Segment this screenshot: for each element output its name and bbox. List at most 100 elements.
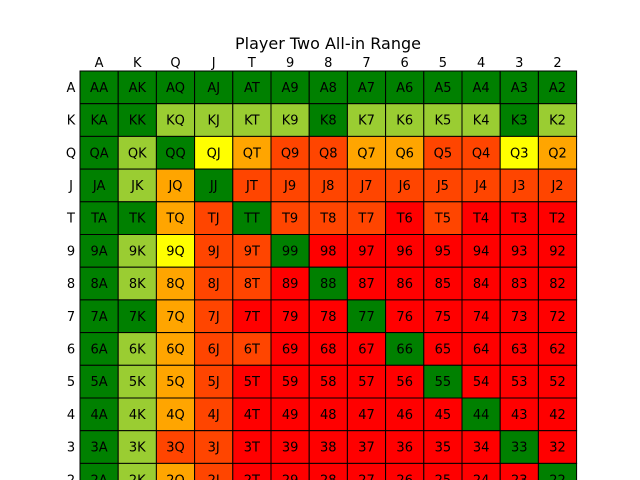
heatmap-cell <box>308 201 348 236</box>
heatmap-cell <box>117 234 157 268</box>
heatmap-cell-label: 6A <box>91 342 108 357</box>
heatmap-cell-label: 47 <box>358 408 375 423</box>
heatmap-cell <box>194 430 234 464</box>
heatmap-cell-label: J9 <box>283 179 296 194</box>
heatmap-cell-label: TK <box>128 212 146 227</box>
column-tick-label: 4 <box>477 56 485 71</box>
heatmap-cell-label: 9Q <box>166 244 185 259</box>
heatmap-cell <box>385 168 425 203</box>
heatmap-cell-label: 79 <box>282 310 299 325</box>
heatmap-cell <box>461 332 501 366</box>
heatmap-cell-label: 62 <box>549 342 566 357</box>
heatmap-cell-label: 24 <box>473 473 490 480</box>
row-tick-label: 3 <box>67 441 75 456</box>
heatmap-cell <box>270 299 310 334</box>
heatmap-cell-label: QK <box>128 146 147 161</box>
heatmap-cell <box>346 430 387 464</box>
heatmap-cell-label: KA <box>90 114 107 129</box>
column-tick-label: 7 <box>362 56 370 71</box>
heatmap-cell-label: J3 <box>512 179 525 194</box>
heatmap-cell-label: AQ <box>166 81 185 96</box>
heatmap-cells: AA AK AQ AJ AT A9 A8 A7 A6 A5 A4 A3 A2 KA KK KQ KJ KT K9 K8… <box>79 70 578 480</box>
heatmap-cell-label: QJ <box>207 146 221 161</box>
row-tick-label: 2 <box>67 473 75 480</box>
heatmap-cell-label: 33 <box>511 441 528 456</box>
column-tick-label: A <box>95 56 104 71</box>
heatmap-cell-label: 86 <box>396 277 413 292</box>
heatmap-cell-label: J4 <box>474 179 487 194</box>
heatmap-cell-label: 55 <box>435 375 452 390</box>
column-tick-label: J <box>211 56 216 71</box>
heatmap-cell-label: T7 <box>357 212 374 227</box>
heatmap-cell <box>194 364 234 399</box>
heatmap-cell-label: A7 <box>358 81 375 96</box>
heatmap-cell <box>461 234 501 268</box>
heatmap-cell-label: T8 <box>319 212 336 227</box>
heatmap-cell <box>232 430 272 464</box>
heatmap-cell-label: QQ <box>165 146 185 161</box>
heatmap-cell <box>155 234 196 268</box>
heatmap-cell-label: 97 <box>358 244 375 259</box>
heatmap-cell <box>308 299 348 334</box>
heatmap-cell <box>385 364 425 399</box>
heatmap-cell <box>117 430 157 464</box>
heatmap-cell-label: 5T <box>244 375 260 390</box>
heatmap-cell-label: 4K <box>129 408 146 423</box>
heatmap-cell-label: 2T <box>244 473 260 480</box>
heatmap-cell-label: 7Q <box>166 310 185 325</box>
heatmap-cell-label: 66 <box>396 342 413 357</box>
heatmap-cell <box>155 135 196 170</box>
heatmap-cell-label: 44 <box>473 408 490 423</box>
heatmap-cell-label: 56 <box>396 375 413 390</box>
heatmap-cell-label: 25 <box>435 473 452 480</box>
column-tick-label: 5 <box>439 56 447 71</box>
heatmap-cell <box>461 299 501 334</box>
heatmap-cell-label: 87 <box>358 277 375 292</box>
heatmap-cell <box>270 430 310 464</box>
heatmap-cell <box>79 397 119 432</box>
heatmap-cell <box>346 397 387 432</box>
column-tick-label: K <box>133 56 142 71</box>
heatmap-cell-label: 73 <box>511 310 528 325</box>
heatmap-cell <box>155 168 196 203</box>
heatmap-cell <box>155 266 196 301</box>
heatmap-cell-label: 65 <box>435 342 452 357</box>
heatmap-cell-label: 83 <box>511 277 528 292</box>
heatmap-cell-label: K7 <box>358 114 375 129</box>
heatmap-cell-label: 5A <box>91 375 108 390</box>
heatmap-cell-label: 2A <box>91 473 108 480</box>
heatmap-cell <box>499 397 539 432</box>
heatmap-cell-label: 7K <box>129 310 146 325</box>
heatmap-cell-label: 36 <box>396 441 413 456</box>
heatmap-cell <box>117 397 157 432</box>
heatmap-cell <box>117 135 157 170</box>
heatmap-cell-label: AT <box>244 81 260 96</box>
heatmap-cell-label: A8 <box>320 81 337 96</box>
heatmap-cell-label: 92 <box>549 244 566 259</box>
column-tick-label: Q <box>170 56 180 71</box>
heatmap-cell-label: 9K <box>129 244 146 259</box>
heatmap-cell-label: 72 <box>549 310 566 325</box>
heatmap-cell-label: 4A <box>91 408 108 423</box>
column-tick-label: 3 <box>515 56 523 71</box>
heatmap-cell <box>346 103 387 137</box>
heatmap-cell-label: 29 <box>282 473 299 480</box>
heatmap-cell-label: 4Q <box>166 408 185 423</box>
heatmap-cell-label: A3 <box>511 81 528 96</box>
heatmap-cell-label: Q4 <box>472 146 491 161</box>
heatmap-cell <box>194 266 234 301</box>
heatmap-cell-label: KJ <box>208 114 220 129</box>
heatmap-cell-label: 6T <box>244 342 260 357</box>
heatmap-cell <box>79 332 119 366</box>
heatmap-cell-label: 48 <box>320 408 337 423</box>
heatmap-cell-label: T3 <box>510 212 527 227</box>
heatmap-cell-label: A9 <box>282 81 299 96</box>
heatmap-cell-label: 28 <box>320 473 337 480</box>
heatmap-cell-label: 94 <box>473 244 490 259</box>
heatmap-cell <box>423 234 463 268</box>
row-tick-label: J <box>68 179 73 194</box>
heatmap-cell-label: K3 <box>511 114 528 129</box>
heatmap-cell-label: 57 <box>358 375 375 390</box>
heatmap-cell-label: Q9 <box>281 146 300 161</box>
heatmap-cell <box>537 430 578 464</box>
